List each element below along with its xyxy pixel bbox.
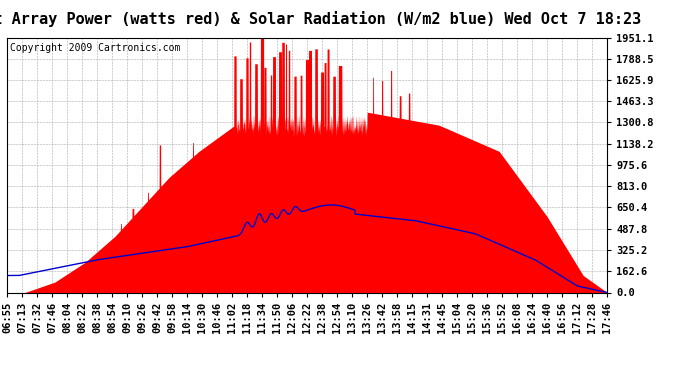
Text: Copyright 2009 Cartronics.com: Copyright 2009 Cartronics.com [10, 43, 180, 52]
Text: East Array Power (watts red) & Solar Radiation (W/m2 blue) Wed Oct 7 18:23: East Array Power (watts red) & Solar Rad… [0, 11, 641, 27]
